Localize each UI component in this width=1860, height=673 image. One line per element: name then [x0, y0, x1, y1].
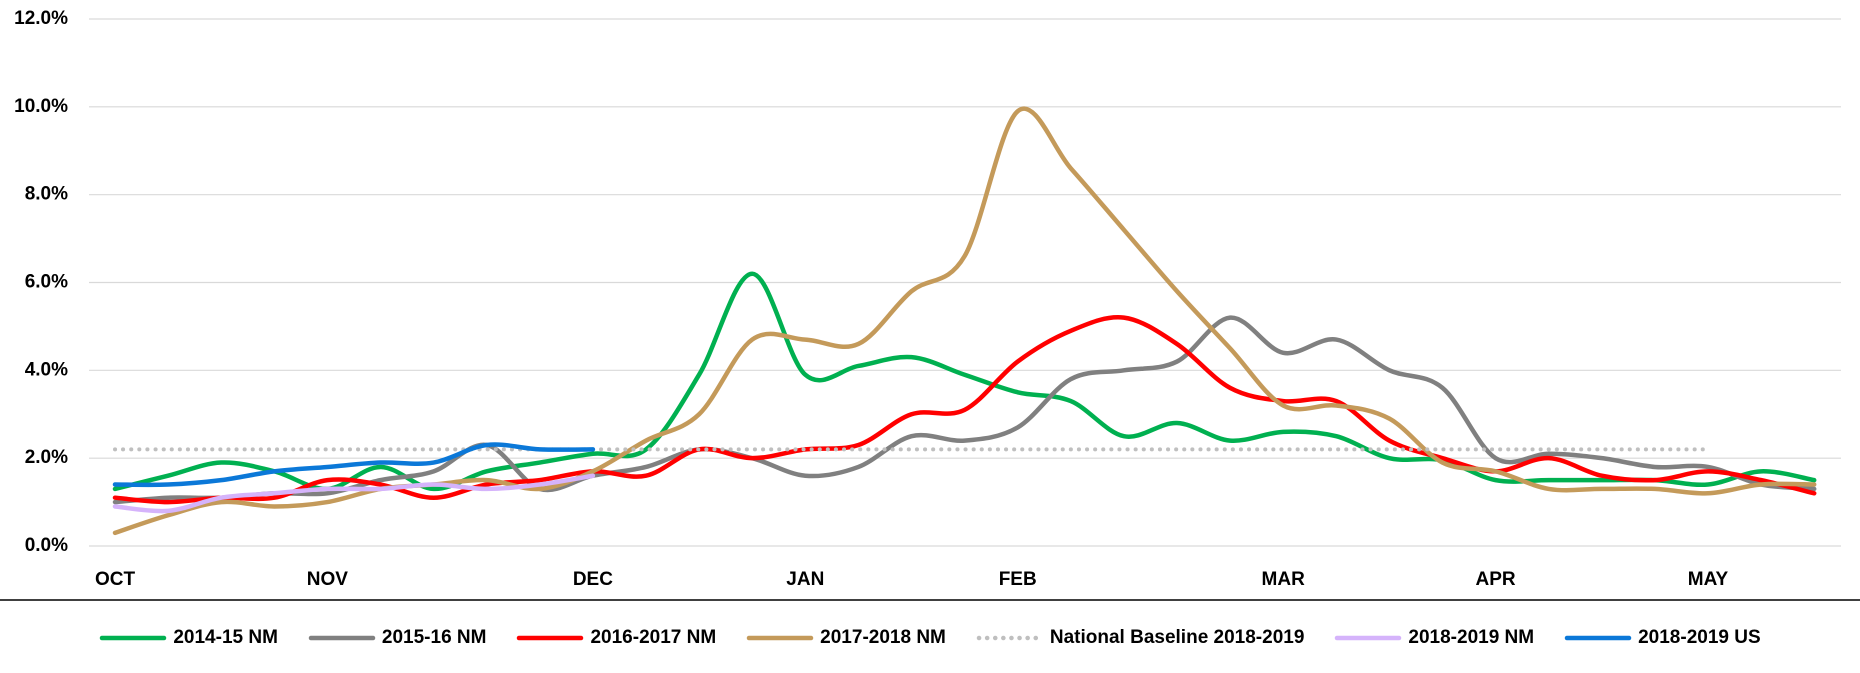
y-tick-label: 10.0%	[14, 96, 68, 117]
legend-item: 2018-2019 NM	[1334, 627, 1534, 649]
legend-label: 2016-2017 NM	[590, 627, 717, 648]
legend-item: 2014-15 NM	[99, 627, 278, 649]
chart: 0.0% 2.0% 4.0% 6.0% 8.0% 10.0% 12.0% OCT NOV DEC J…	[0, 8, 1860, 601]
x-tick-label: NOV	[307, 569, 349, 590]
y-tick-label: 6.0%	[25, 272, 68, 293]
legend-item: 2017-2018 NM	[746, 627, 946, 649]
series-line	[112, 473, 596, 514]
series-line	[112, 442, 596, 488]
legend-item: 2016-2017 NM	[516, 627, 716, 649]
series-line	[112, 315, 1817, 505]
legend-item: 2015-16 NM	[308, 627, 487, 649]
x-tick-label: APR	[1476, 569, 1516, 590]
y-tick-label: 8.0%	[25, 184, 68, 205]
series-line	[112, 271, 1817, 492]
x-tick-label: DEC	[573, 569, 613, 590]
series-line	[112, 315, 1817, 505]
legend-label: 2015-16 NM	[381, 627, 487, 648]
legend-label: 2018-2019 US	[1638, 627, 1761, 648]
legend-item: National Baseline 2018-2019	[976, 627, 1305, 649]
legend-label: 2014-15 NM	[173, 627, 278, 648]
x-tick-label: MAY	[1688, 569, 1729, 590]
legend-swatch	[100, 635, 167, 641]
legend-label: National Baseline 2018-2019	[1049, 627, 1305, 648]
legend-swatch	[1335, 635, 1402, 641]
x-tick-label: MAR	[1262, 569, 1306, 590]
legend: 2014-15 NM 2015-16 NM 2016-2017 NM 2017-201…	[0, 618, 1860, 658]
legend-swatch	[517, 635, 584, 641]
legend-swatch	[308, 635, 376, 641]
legend-label: 2017-2018 NM	[820, 627, 946, 648]
legend-swatch	[1564, 635, 1632, 641]
y-tick-label: 12.0%	[14, 8, 68, 29]
y-tick-label: 0.0%	[25, 535, 68, 556]
x-tick-label: OCT	[95, 569, 136, 590]
legend-label: 2018-2019 NM	[1408, 627, 1535, 648]
legend-swatch	[976, 635, 1044, 641]
x-tick-label: JAN	[786, 569, 824, 590]
y-tick-label: 4.0%	[25, 359, 68, 380]
legend-item: 2018-2019 US	[1564, 627, 1761, 649]
x-tick-label: FEB	[999, 569, 1037, 590]
y-tick-label: 2.0%	[25, 447, 68, 468]
legend-swatch	[746, 635, 814, 641]
